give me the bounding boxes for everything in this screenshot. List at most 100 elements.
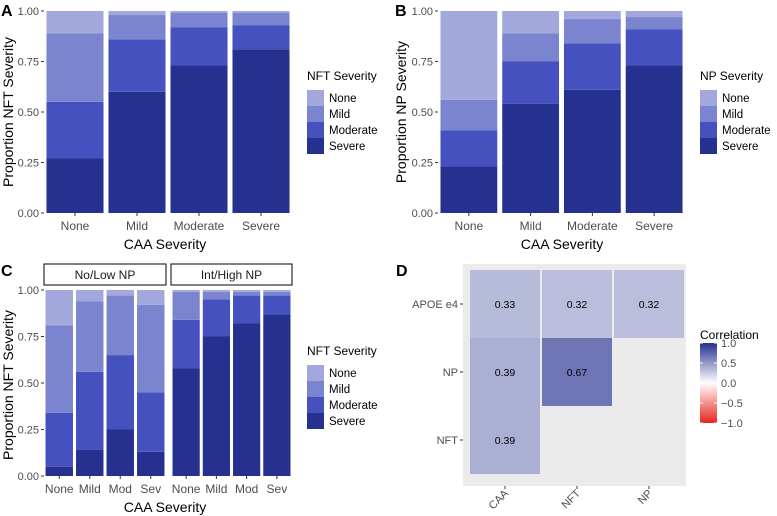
panel-b-xtick-severe: Severe — [635, 219, 673, 233]
panel-a-ytick-0-75: 0.75 — [18, 57, 39, 69]
panel-a-xlabel: CAA Severity — [124, 236, 206, 252]
panel-c-no-low-bar-mod-severe — [106, 429, 134, 476]
panel-b-ytick-0-75: 0.75 — [412, 57, 433, 69]
panel-b-bar-severe-mild — [625, 17, 683, 30]
panel-c-legend-label-moderate: Moderate — [329, 400, 378, 412]
panel-b-bar-mild-mild — [502, 33, 560, 62]
panel-a-bar-mild-severe — [108, 91, 166, 213]
panel-b-ytick-0-00: 0.00 — [412, 208, 433, 220]
panel-d-xlabel-np: NP — [636, 488, 655, 507]
panel-b-bar-none-mild — [440, 99, 498, 131]
panel-b-xlabel: CAA Severity — [521, 236, 603, 252]
panel-c-no-low-xtick-mild: Mild — [79, 482, 101, 496]
panel-a-ytick-1-00: 1.00 — [18, 6, 39, 18]
panel-d-ylabel-apoe-e4: APOE e4 — [412, 299, 458, 311]
panel-b-legend-title: NP Severity — [700, 69, 763, 83]
panel-d-cell-label-apoe-e4-caa: 0.33 — [495, 299, 516, 311]
panel-c-int-high-xtick-none: None — [172, 482, 201, 496]
panel-a-bar-mild-moderate — [108, 39, 166, 92]
panel-c-legend-key-severe — [307, 413, 324, 429]
panel-b-bar-moderate-severe — [563, 89, 621, 213]
panel-c-no-low-bar-sev-severe — [137, 451, 165, 476]
panel-d-ylabel-nft: NFT — [437, 435, 459, 447]
panel-a-legend-key-severe — [307, 138, 324, 154]
panel-c-no-low-strip-label: No/Low NP — [75, 268, 136, 282]
panel-d-colorbar-label-2: 0.0 — [721, 378, 736, 390]
panel-c-legend-label-severe: Severe — [329, 416, 365, 428]
panel-a-legend-label-severe: Severe — [329, 141, 365, 153]
panel-b-plot — [435, 10, 685, 216]
panel-b-bar-mild-moderate — [502, 61, 560, 104]
panel-b-bar-none-moderate — [440, 130, 498, 167]
panel-a-bar-none-moderate — [46, 101, 104, 159]
panel-c-legend-key-moderate — [307, 397, 324, 413]
panel-b-legend-key-moderate — [700, 122, 717, 138]
panel-c-no-low-bar-sev-none — [137, 290, 165, 305]
panel-c-no-low-xtick-mod: Mod — [109, 482, 132, 496]
panel-d-colorbar-label-3: −0.5 — [721, 398, 743, 410]
panel-c-int-high-bar-none-mild — [172, 291, 200, 320]
panel-c-legend-label-mild: Mild — [329, 384, 350, 396]
panel-d-cell-label-apoe-e4-nft: 0.32 — [567, 299, 588, 311]
panel-a-ytick-0-50: 0.50 — [18, 107, 39, 119]
panel-c-int-high-bar-none-severe — [172, 368, 200, 476]
panel-d-cell-label-apoe-e4-np: 0.32 — [639, 299, 660, 311]
panel-a-bar-mild-none — [108, 11, 166, 16]
panel-a-legend-title: NFT Severity — [307, 69, 377, 83]
panel-b-bar-moderate-mild — [563, 19, 621, 44]
panel-b-bar-severe-severe — [625, 65, 683, 213]
panel-a-bar-severe-moderate — [232, 25, 290, 50]
panel-d-cell-label-nft-caa: 0.39 — [495, 435, 516, 447]
panel-b-bar-severe-none — [625, 11, 683, 18]
panel-c-no-low-bar-none-mild — [45, 325, 73, 413]
panel-a-legend-label-none: None — [329, 93, 357, 105]
panel-a-legend-key-none — [307, 90, 324, 106]
panel-a-ytick-0-25: 0.25 — [18, 158, 39, 170]
panel-c-int-high-bar-none-moderate — [172, 319, 200, 369]
panel-d-colorbar-label-4: −1.0 — [721, 418, 743, 430]
panel-d-cell-label-np-nft: 0.67 — [567, 367, 588, 379]
panel-b-bar-none-none — [440, 11, 498, 100]
panel-d-legend-title: Correlation — [700, 328, 759, 342]
panel-d-cell-np-nft — [542, 338, 612, 406]
panel-b-xtick-moderate: Moderate — [567, 219, 618, 233]
panel-c-no-low-xtick-none: None — [45, 482, 74, 496]
panel-b-ytick-0-50: 0.50 — [412, 107, 433, 119]
panel-a-legend-label-mild: Mild — [329, 109, 350, 121]
panel-b-bar-mild-severe — [502, 103, 560, 213]
panel-a-xtick-mild: Mild — [126, 219, 148, 233]
panel-c-no-low-ytick-0-00: 0.00 — [18, 471, 39, 483]
panel-c-no-low-bar-mild-severe — [76, 449, 104, 476]
panel-d-xlabel-nft: NFT — [560, 487, 584, 511]
panel-b-ylabel: Proportion NP Severity — [393, 41, 409, 183]
panel-c-int-high-xtick-mod: Mod — [235, 482, 258, 496]
panel-b-ytick-1-00: 1.00 — [412, 6, 433, 18]
panel-a-legend-label-moderate: Moderate — [329, 125, 378, 137]
panel-b-label: B — [395, 3, 407, 20]
panel-c-no-low-ytick-0-25: 0.25 — [18, 425, 39, 437]
panel-c-legend-title: NFT Severity — [307, 344, 377, 358]
panel-a-bar-moderate-severe — [170, 65, 228, 213]
panel-a-bar-moderate-none — [170, 11, 228, 14]
panel-b-bar-mild-none — [502, 11, 560, 34]
panel-a-plot — [41, 10, 292, 216]
panel-c-int-high-bar-mod-moderate — [233, 295, 261, 324]
panel-c-no-low-bar-none-none — [45, 290, 73, 326]
panel-a-bar-none-none — [46, 11, 104, 34]
panel-d-ylabel-np: NP — [443, 367, 458, 379]
panel-c-int-high-bar-sev-none — [263, 290, 291, 292]
panel-c-no-low-bar-sev-mild — [137, 304, 165, 393]
panel-c-ylabel: Proportion NFT Severity — [0, 310, 16, 460]
panel-b-xtick-mild: Mild — [520, 219, 542, 233]
panel-c-int-high-bar-mod-severe — [233, 323, 261, 476]
panel-a-ylabel: Proportion NFT Severity — [0, 37, 16, 187]
panel-b-legend-label-none: None — [722, 93, 750, 105]
panel-d-colorbar — [700, 343, 717, 423]
panel-d-cell-np-caa — [470, 338, 540, 406]
panel-c-int-high-bar-sev-moderate — [263, 295, 291, 315]
panel-b-bar-none-severe — [440, 166, 498, 213]
panel-c-int-high-xtick-sev: Sev — [267, 482, 288, 496]
panel-c-no-low-ytick-0-50: 0.50 — [18, 378, 39, 390]
panel-d-colorbar-label-0: 1.0 — [721, 338, 736, 350]
panel-a-legend-key-moderate — [307, 122, 324, 138]
